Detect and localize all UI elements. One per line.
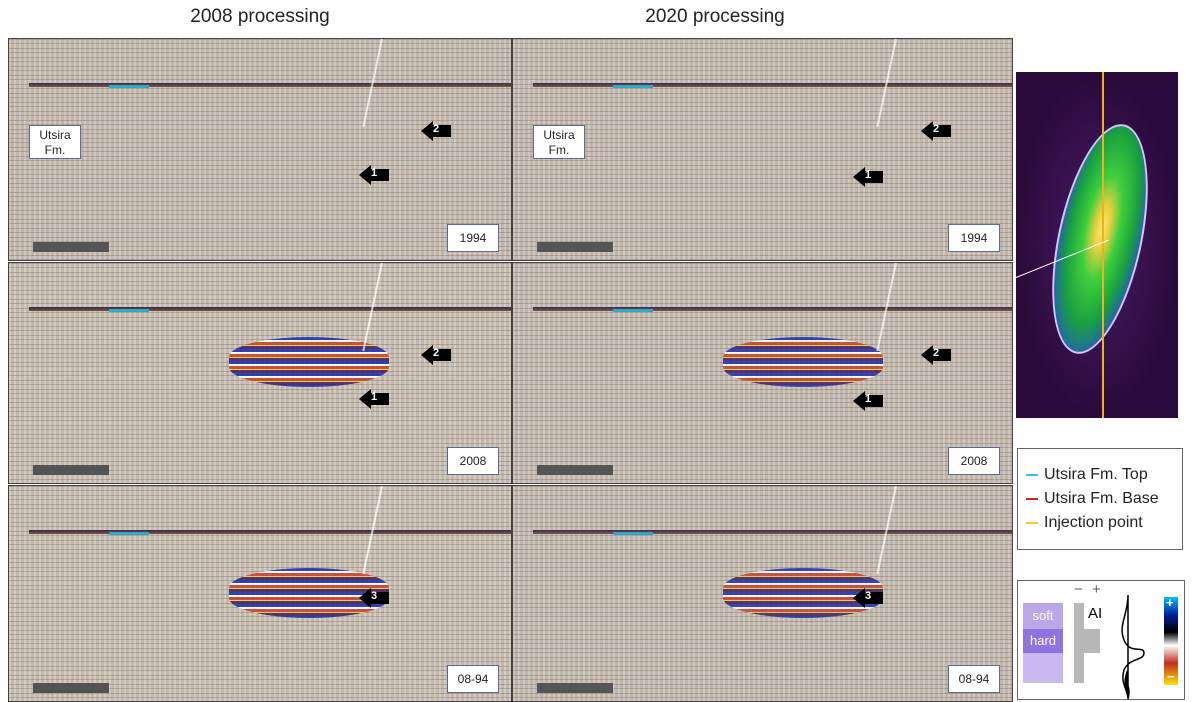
column-title: 2020 processing — [645, 6, 785, 27]
co2-anomaly — [723, 337, 883, 387]
arrow-marker: 1 — [359, 165, 389, 185]
arrow-marker: 1 — [853, 391, 883, 411]
legend-swatch — [1026, 474, 1038, 476]
seismic-panel: 3 08-94 — [512, 485, 1013, 702]
scale-bar — [33, 683, 109, 693]
formation-label: Utsira Fm. — [533, 125, 585, 159]
arrow-shape — [359, 389, 389, 409]
legend-item: Utsira Fm. Top — [1018, 463, 1182, 487]
seismic-panel: 2 1 2008 — [512, 262, 1013, 484]
scale-bar — [537, 683, 613, 693]
legend-text: Injection point — [1044, 514, 1143, 531]
legend-swatch — [1026, 522, 1038, 524]
soft-box — [1023, 653, 1063, 683]
ai-minus: − — [1074, 581, 1083, 598]
arrow-marker: 3 — [359, 588, 389, 608]
formation-label: Utsira Fm. — [29, 125, 81, 159]
reflector — [109, 85, 149, 88]
plume — [1034, 115, 1166, 363]
formation-text: Fm. — [44, 143, 66, 157]
reflector — [613, 532, 653, 535]
plume-map — [1015, 72, 1178, 418]
legend: Utsira Fm. Top Utsira Fm. Base Injection p… — [1017, 448, 1183, 550]
year-label: 1994 — [447, 224, 499, 252]
ai-trace — [1074, 629, 1100, 653]
arrow-marker: 2 — [421, 121, 451, 141]
arrow-marker: 1 — [359, 389, 389, 409]
arrow-marker: 2 — [421, 345, 451, 365]
arrow-marker: 1 — [853, 167, 883, 187]
reflector — [109, 532, 149, 535]
legend-text: Utsira Fm. Base — [1044, 490, 1159, 507]
arrow-number: 1 — [371, 391, 378, 403]
co2-anomaly — [723, 568, 883, 618]
year-label: 08-94 — [948, 665, 1000, 693]
scale-bar — [33, 242, 109, 252]
scale-bar — [33, 465, 109, 475]
legend-item: Utsira Fm. Base — [1018, 487, 1182, 511]
scale-bar — [537, 242, 613, 252]
arrow-marker: 3 — [853, 588, 883, 608]
legend-text: Utsira Fm. Top — [1044, 466, 1148, 483]
ai-key: soft hard AI − + + − — [1017, 580, 1185, 700]
arrow-number: 3 — [371, 590, 378, 602]
seismic-panel: Utsira Fm. 2 1 1994 — [8, 38, 512, 261]
colorbar — [1164, 597, 1178, 685]
arrow-number: 3 — [865, 590, 872, 602]
arrow-number: 1 — [865, 169, 872, 181]
year-label: 1994 — [948, 224, 1000, 252]
colorbar-plus: + — [1166, 595, 1174, 610]
legend-swatch — [1026, 498, 1038, 500]
formation-text: Utsira — [39, 128, 71, 142]
arrow-shape — [853, 167, 883, 187]
soft-box: soft — [1023, 603, 1063, 629]
arrow-marker: 2 — [921, 345, 951, 365]
reflector — [29, 83, 511, 87]
year-label: 2008 — [447, 447, 499, 475]
reflector — [29, 307, 511, 311]
arrow-marker: 2 — [921, 121, 951, 141]
arrow-shape — [921, 345, 951, 365]
scale-bar — [537, 465, 613, 475]
co2-anomaly — [229, 568, 389, 618]
well-line — [1102, 72, 1104, 418]
colorbar-minus: − — [1167, 669, 1175, 684]
arrow-number: 1 — [865, 393, 872, 405]
arrow-number: 2 — [933, 123, 940, 135]
arrow-shape — [853, 391, 883, 411]
reflector — [533, 83, 1012, 87]
ai-label: AI — [1088, 605, 1103, 622]
reflector — [29, 530, 511, 534]
column-title: 2008 processing — [190, 6, 330, 27]
arrow-shape — [921, 121, 951, 141]
arrow-number: 2 — [433, 347, 440, 359]
reflector — [533, 307, 1012, 311]
arrow-number: 2 — [933, 347, 940, 359]
arrow-number: 1 — [371, 167, 378, 179]
reflector — [533, 530, 1012, 534]
reflector — [613, 85, 653, 88]
arrow-shape — [421, 345, 451, 365]
legend-item: Injection point — [1018, 511, 1182, 535]
reflector — [613, 309, 653, 312]
arrow-shape — [359, 588, 389, 608]
wavelet — [1114, 594, 1148, 702]
seismic-panel: 2 1 2008 — [8, 262, 512, 484]
year-label: 08-94 — [447, 665, 499, 693]
wavelet-shape — [1121, 594, 1145, 700]
formation-text: Fm. — [548, 143, 570, 157]
hard-box: hard — [1023, 629, 1063, 653]
formation-text: Utsira — [543, 128, 575, 142]
seismic-panel: 3 08-94 — [8, 485, 512, 702]
ai-plus: + — [1092, 581, 1101, 598]
arrow-shape — [853, 588, 883, 608]
arrow-shape — [421, 121, 451, 141]
seismic-panel: Utsira Fm. 2 1 1994 — [512, 38, 1013, 261]
arrow-number: 2 — [433, 123, 440, 135]
reflector — [109, 309, 149, 312]
arrow-shape — [359, 165, 389, 185]
year-label: 2008 — [948, 447, 1000, 475]
